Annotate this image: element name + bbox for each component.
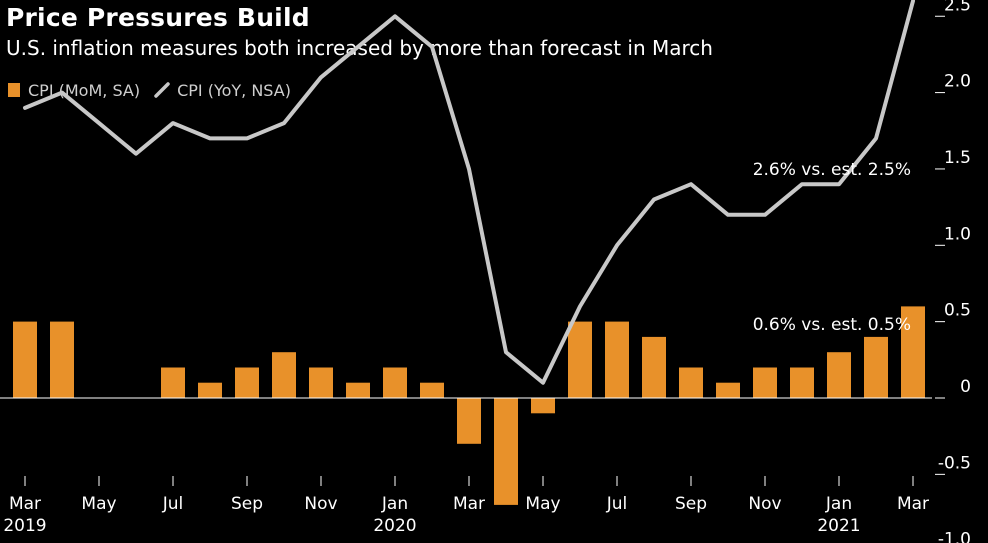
mom-bar xyxy=(716,382,740,398)
mom-bar xyxy=(383,367,407,398)
y-tick-label: 0 xyxy=(960,377,971,397)
mom-bar xyxy=(605,321,629,398)
mom-bar xyxy=(50,321,74,398)
mom-bar xyxy=(13,321,37,398)
mom-bar xyxy=(457,398,481,444)
y-tick-label: -0.5 xyxy=(938,453,971,473)
y-tick-label: 1.0 xyxy=(944,224,971,244)
mom-bar xyxy=(235,367,259,398)
x-tick-label: Jan xyxy=(381,494,408,514)
mom-bar xyxy=(161,367,185,398)
mom-bar xyxy=(531,398,555,414)
x-tick-year-label: 2019 xyxy=(3,516,46,536)
mom-bar xyxy=(753,367,777,398)
legend-item-yoy: CPI (YoY, NSA) xyxy=(154,81,291,100)
legend-line-swatch-icon xyxy=(154,82,170,98)
mom-bar xyxy=(494,398,518,505)
mom-bars xyxy=(13,306,925,505)
y-axis: -1.0-0.500.51.01.52.02.53.03.5% xyxy=(935,0,971,543)
x-tick-label: Jul xyxy=(162,494,184,514)
mom-bar xyxy=(827,352,851,398)
x-tick-label: Mar xyxy=(9,494,41,514)
y-tick-label: 2.0 xyxy=(944,72,971,92)
chart-title: Price Pressures Build xyxy=(6,3,310,32)
mom-bar xyxy=(309,367,333,398)
x-tick-label: Sep xyxy=(231,494,263,514)
legend-label-yoy: CPI (YoY, NSA) xyxy=(177,80,291,100)
y-tick-label: -1.0 xyxy=(938,530,971,543)
x-tick-label: Jul xyxy=(606,494,628,514)
mom-bar xyxy=(864,336,888,398)
legend-bar-swatch-icon xyxy=(8,83,20,97)
y-tick-label: 0.5 xyxy=(944,301,971,321)
x-tick-label: May xyxy=(81,494,116,514)
mom-bar xyxy=(790,367,814,398)
x-tick-label: Nov xyxy=(748,494,781,514)
mom-bar xyxy=(198,382,222,398)
mom-annotation: 0.6% vs. est. 0.5% xyxy=(753,315,911,335)
x-tick-label: Mar xyxy=(453,494,485,514)
x-tick-label: Jan xyxy=(825,494,852,514)
mom-bar xyxy=(272,352,296,398)
x-tick-label: Mar xyxy=(897,494,929,514)
x-tick-label: Nov xyxy=(304,494,337,514)
x-tick-year-label: 2021 xyxy=(817,516,860,536)
y-tick-label: 1.5 xyxy=(944,148,971,168)
x-tick-year-label: 2020 xyxy=(373,516,416,536)
x-tick-label: Sep xyxy=(675,494,707,514)
y-tick-label: 2.5 xyxy=(944,0,971,15)
mom-bar xyxy=(642,336,666,398)
x-tick-label: May xyxy=(525,494,560,514)
mom-bar xyxy=(346,382,370,398)
mom-bar xyxy=(901,306,925,398)
yoy-line-series xyxy=(23,0,915,385)
yoy-annotation: 2.6% vs. est. 2.5% xyxy=(753,160,911,180)
mom-bar xyxy=(420,382,444,398)
mom-bar xyxy=(568,321,592,398)
mom-bar xyxy=(679,367,703,398)
